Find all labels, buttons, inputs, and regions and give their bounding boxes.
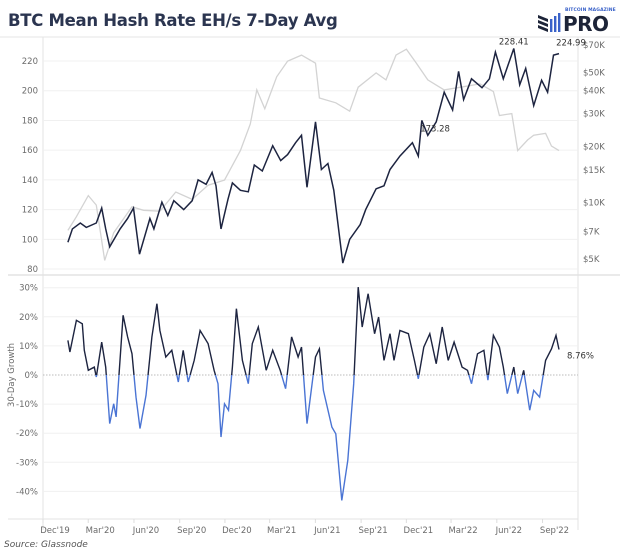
y-tick-label: -10% (16, 400, 38, 410)
x-tick-label: Dec'21 (404, 526, 434, 536)
chart-frame (0, 36, 620, 530)
x-tick-label: Mar'21 (267, 526, 296, 536)
x-tick-label: Sep'20 (177, 526, 206, 536)
logo-stripes-icon (538, 13, 561, 32)
y-tick-label: 20% (19, 313, 38, 323)
logo-brand-text: BITCOIN MAGAZINE (565, 8, 616, 13)
y-tick-label: 200 (22, 87, 38, 97)
y-tick-label: 0% (25, 371, 39, 381)
x-tick-label: Jun'22 (495, 526, 522, 536)
x-tick-label: Mar'20 (86, 526, 115, 536)
source-note: Source: Glassnode (4, 540, 88, 550)
y2-tick-label: $30K (583, 110, 605, 120)
y-tick-label: 140 (22, 176, 38, 186)
y2-tick-label: $50K (583, 68, 605, 78)
gridlines (43, 60, 578, 492)
x-tick-label: Jun'21 (313, 526, 340, 536)
bitcoin-magazine-pro-logo: BITCOIN MAGAZINE PRO (538, 8, 616, 36)
logo-pro-text: PRO (563, 12, 609, 36)
y-tick-label: 30% (19, 284, 38, 294)
tick-labels: 80 100 120 140 160 180 200 220 $5K $7K $10K $15K $20… (16, 41, 605, 536)
y2-tick-label: $10K (583, 199, 605, 209)
data-label: 8.76% (567, 352, 594, 362)
growth-line-negative (95, 375, 544, 501)
y-tick-label: 80 (27, 265, 38, 275)
chart-title: BTC Mean Hash Rate EH/s 7-Day Avg (8, 11, 338, 30)
x-tick-label: Jun'20 (132, 526, 159, 536)
y-tick-label: 100 (22, 235, 38, 245)
y-tick-label: 10% (19, 342, 38, 352)
y-tick-label: 180 (22, 116, 38, 126)
x-tick-label: Dec'20 (222, 526, 252, 536)
growth-line-positive (67, 287, 560, 375)
y2-tick-label: $7K (583, 228, 600, 238)
data-label: 228.41 (499, 38, 529, 48)
y2-tick-label: $70K (583, 41, 605, 51)
y-tick-label: -40% (16, 487, 38, 497)
hash-rate-line (67, 48, 560, 264)
data-label: 173.28 (420, 124, 450, 134)
y-tick-label: 220 (22, 57, 38, 67)
y-tick-label: 120 (22, 206, 38, 216)
y-tick-label: 160 (22, 146, 38, 156)
y2-tick-label: $15K (583, 166, 605, 176)
y-axis-label-growth: 30-Day Growth (7, 343, 17, 407)
annotations: 228.41 224.99 173.28 8.76% (420, 38, 594, 362)
y2-tick-label: $5K (583, 255, 600, 265)
x-tick-label: Mar'22 (448, 526, 477, 536)
y2-tick-label: $20K (583, 142, 605, 152)
btc-price-line (67, 48, 560, 261)
x-tick-label: Dec'19 (40, 526, 70, 536)
y2-tick-label: $40K (583, 86, 605, 96)
x-tick-label: Sep'22 (540, 526, 569, 536)
x-tick-label: Sep'21 (359, 526, 388, 536)
y-tick-label: -30% (16, 458, 38, 468)
data-label: 224.99 (556, 39, 586, 49)
y-tick-label: -20% (16, 429, 38, 439)
series-lines (67, 48, 560, 501)
